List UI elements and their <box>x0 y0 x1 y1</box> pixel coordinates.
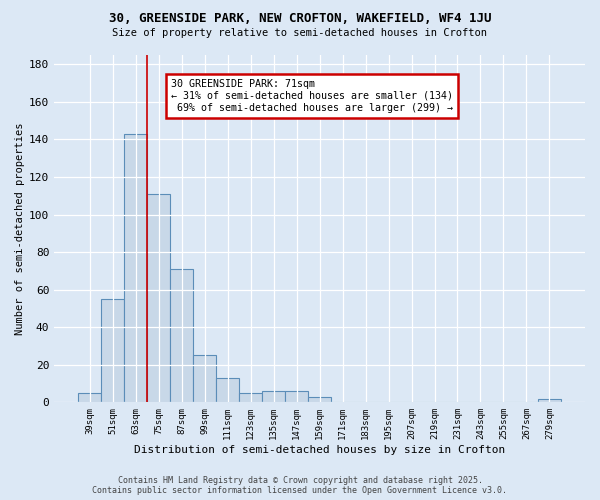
Bar <box>170 269 193 402</box>
Bar <box>193 356 216 403</box>
X-axis label: Distribution of semi-detached houses by size in Crofton: Distribution of semi-detached houses by … <box>134 445 505 455</box>
Bar <box>79 393 101 402</box>
Bar <box>216 378 239 402</box>
Bar <box>285 391 308 402</box>
Text: Size of property relative to semi-detached houses in Crofton: Size of property relative to semi-detach… <box>113 28 487 38</box>
Bar <box>308 396 331 402</box>
Text: Contains HM Land Registry data © Crown copyright and database right 2025.
Contai: Contains HM Land Registry data © Crown c… <box>92 476 508 495</box>
Bar <box>239 393 262 402</box>
Bar <box>124 134 148 402</box>
Bar <box>538 398 561 402</box>
Bar <box>101 299 124 403</box>
Text: 30, GREENSIDE PARK, NEW CROFTON, WAKEFIELD, WF4 1JU: 30, GREENSIDE PARK, NEW CROFTON, WAKEFIE… <box>109 12 491 26</box>
Y-axis label: Number of semi-detached properties: Number of semi-detached properties <box>15 122 25 335</box>
Bar <box>148 194 170 402</box>
Text: 30 GREENSIDE PARK: 71sqm
← 31% of semi-detached houses are smaller (134)
 69% of: 30 GREENSIDE PARK: 71sqm ← 31% of semi-d… <box>171 80 453 112</box>
Bar <box>262 391 285 402</box>
